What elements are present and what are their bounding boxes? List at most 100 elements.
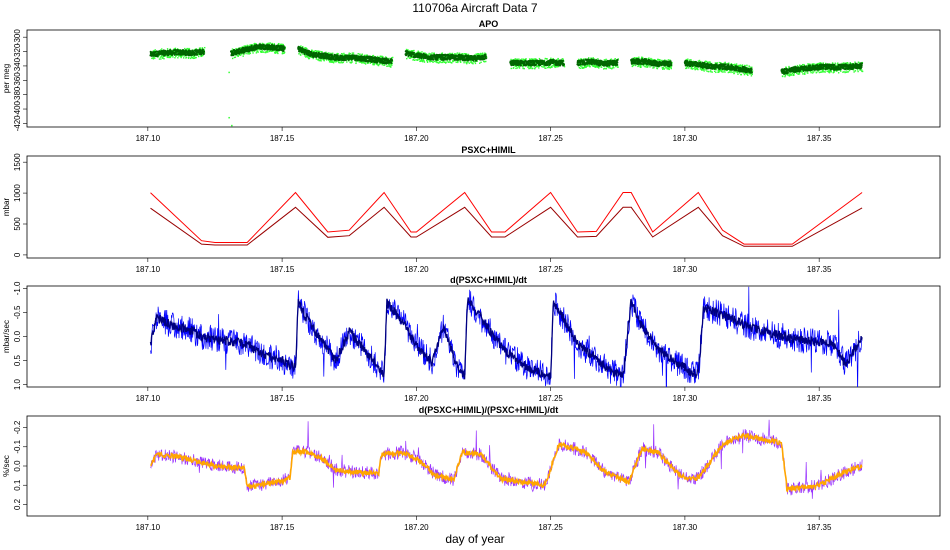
raw-point	[282, 44, 284, 46]
raw-point	[159, 49, 162, 51]
raw-point	[187, 48, 190, 51]
raw-point	[479, 52, 482, 55]
raw-point	[188, 56, 190, 59]
raw-point	[168, 56, 171, 58]
raw-point	[614, 58, 617, 60]
raw-point	[822, 62, 824, 64]
raw-point	[187, 57, 190, 59]
smoothed-point	[786, 71, 789, 74]
raw-point	[282, 52, 284, 55]
raw-point	[523, 67, 525, 70]
raw-point	[234, 56, 237, 58]
raw-point	[693, 67, 695, 70]
raw-point	[352, 52, 355, 54]
raw-point	[330, 61, 332, 63]
raw-point	[691, 67, 693, 69]
raw-point	[730, 63, 733, 65]
raw-point	[351, 61, 353, 63]
raw-point	[440, 52, 443, 55]
raw-point	[537, 65, 540, 68]
raw-point	[391, 60, 394, 63]
raw-point	[649, 66, 651, 68]
raw-point	[513, 59, 516, 61]
raw-point	[662, 66, 665, 69]
raw-point	[861, 70, 864, 73]
smoothed-point	[688, 65, 692, 68]
raw-point	[646, 66, 649, 68]
raw-point	[476, 54, 478, 56]
raw-point	[172, 56, 174, 58]
y-axis-label: per meg	[2, 64, 11, 93]
raw-point	[281, 51, 284, 53]
raw-point	[826, 70, 828, 73]
raw-point	[837, 72, 840, 74]
raw-point	[733, 63, 735, 66]
raw-point	[598, 65, 600, 68]
raw-point	[158, 58, 161, 60]
raw-point	[442, 60, 445, 62]
raw-point	[514, 65, 517, 67]
raw-point	[582, 67, 585, 69]
smoothed-point	[202, 50, 206, 53]
raw-point	[308, 57, 311, 59]
raw-point	[685, 67, 687, 70]
y-tick-label: -320	[13, 43, 22, 60]
raw-point	[644, 65, 646, 68]
raw-point	[666, 66, 669, 68]
raw-point	[381, 64, 384, 66]
raw-point	[852, 69, 855, 71]
raw-point	[541, 65, 543, 68]
raw-point	[378, 63, 381, 65]
raw-point	[346, 61, 348, 63]
smoothed-point	[615, 63, 619, 66]
raw-point	[527, 66, 529, 68]
raw-point	[481, 52, 484, 54]
raw-point	[702, 68, 704, 70]
raw-point	[656, 67, 659, 70]
raw-point	[661, 59, 663, 62]
raw-point	[727, 71, 730, 74]
raw-point	[307, 56, 309, 58]
raw-point	[694, 68, 697, 70]
raw-point	[842, 71, 844, 73]
raw-point	[737, 73, 739, 75]
raw-point	[465, 53, 468, 55]
raw-point	[791, 72, 794, 75]
raw-point	[691, 68, 694, 70]
raw-point	[533, 59, 536, 61]
raw-point	[461, 52, 463, 55]
raw-point	[814, 70, 816, 72]
raw-point	[705, 69, 707, 71]
raw-point	[513, 67, 515, 69]
raw-point	[589, 65, 591, 68]
raw-point	[330, 60, 333, 62]
raw-point	[446, 59, 449, 62]
raw-point	[717, 69, 719, 72]
raw-point	[266, 42, 269, 45]
y-tick-label: -360	[13, 72, 22, 89]
raw-point	[843, 62, 845, 64]
raw-point	[686, 67, 688, 69]
raw-point	[522, 67, 524, 70]
raw-point	[405, 48, 408, 51]
raw-point	[544, 57, 546, 60]
raw-point	[416, 51, 418, 54]
raw-point	[587, 64, 589, 66]
raw-point	[747, 74, 749, 76]
smoothed-point	[250, 44, 253, 47]
raw-point	[269, 42, 271, 44]
raw-point	[593, 65, 595, 67]
raw-point	[654, 59, 656, 61]
smoothed-point	[579, 62, 582, 66]
raw-point	[799, 65, 801, 67]
raw-point	[828, 69, 830, 72]
raw-point	[746, 64, 748, 67]
raw-point	[350, 61, 352, 63]
raw-point	[174, 57, 176, 59]
raw-point	[708, 70, 710, 73]
raw-point	[530, 66, 532, 69]
raw-point	[701, 69, 703, 71]
raw-point	[413, 59, 416, 61]
raw-point	[428, 52, 430, 55]
